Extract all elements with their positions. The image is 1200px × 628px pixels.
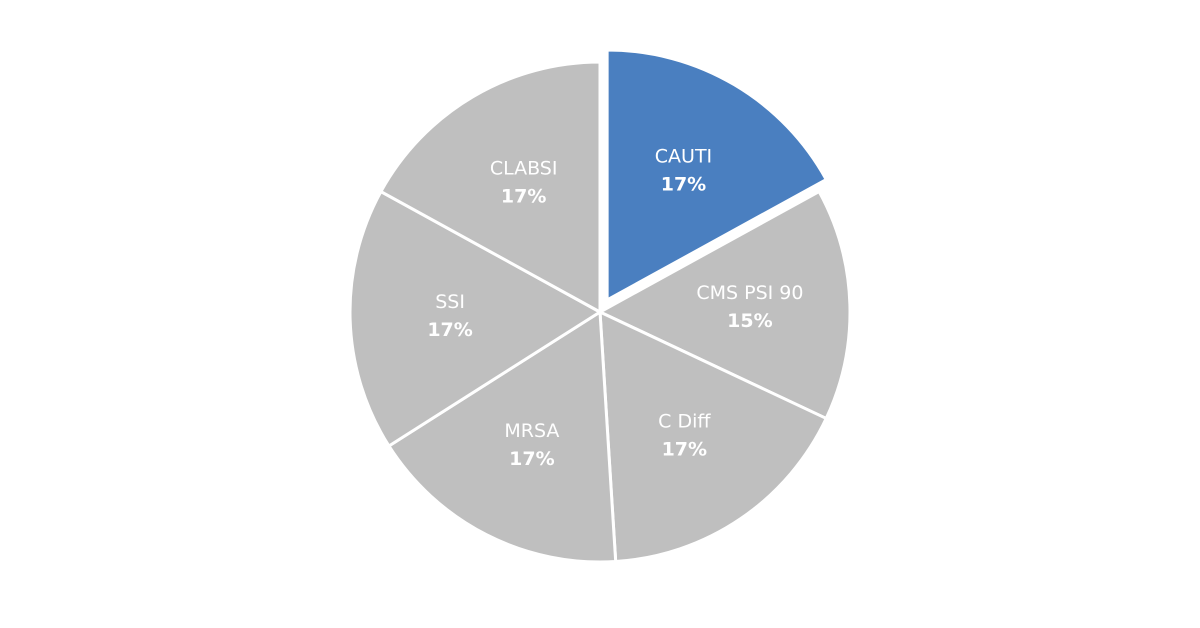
slice-value-label: 17%: [661, 173, 706, 195]
slice-label: MRSA: [504, 420, 559, 442]
slice-value-label: 15%: [727, 310, 772, 332]
pie-slice: [386, 309, 618, 564]
slice-label: CMS PSI 90: [696, 282, 803, 304]
pie-slice: [378, 60, 602, 315]
slice-value-label: 17%: [501, 185, 546, 207]
slice-value-label: 17%: [427, 319, 472, 341]
slice-value-label: 17%: [662, 439, 707, 461]
slice-value-label: 17%: [509, 448, 554, 470]
slice-label: SSI: [435, 291, 465, 313]
slice-label: CAUTI: [655, 145, 712, 167]
slice-label: C Diff: [658, 411, 711, 433]
slice-label: CLABSI: [490, 157, 558, 179]
pie-slice: [605, 48, 829, 303]
pie-slice: [598, 309, 829, 564]
pie-slice: [596, 189, 852, 421]
pie-slice: [348, 189, 603, 449]
